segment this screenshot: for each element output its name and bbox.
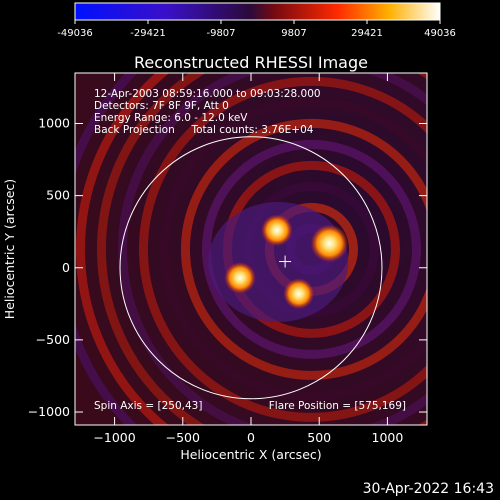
flare-sources: [224, 214, 349, 310]
x-tick-label: 0: [247, 430, 255, 445]
colorbar-tick-label: -9807: [206, 28, 235, 39]
colorbar: [74, 2, 441, 21]
footer-timestamp: 30-Apr-2022 16:43: [363, 481, 494, 497]
y-tick-label: −1000: [28, 404, 70, 419]
info-line-time: 12-Apr-2003 08:59:16.000 to 09:03:28.000: [94, 88, 321, 100]
fringe-ring: [159, 97, 427, 401]
y-tick-label: 500: [46, 188, 70, 203]
fringe-ring: [97, 73, 427, 425]
flare-source: [283, 278, 315, 310]
fringe-ring: [180, 118, 427, 380]
x-tick-label: 1000: [372, 430, 404, 445]
fringe-ring: [139, 76, 427, 422]
colorbar-tick-label: 9807: [281, 28, 306, 39]
image-plot-area: [75, 73, 427, 425]
y-tick-label: −500: [36, 332, 70, 347]
flare-source: [310, 224, 349, 263]
colorbar-tick-label: -49036: [57, 28, 92, 39]
fringe-ring: [76, 73, 170, 425]
x-axis-label: Heliocentric X (arcsec): [180, 447, 321, 462]
colorbar-tick-label: 29421: [351, 28, 383, 39]
fringe-ring: [201, 139, 421, 359]
x-tick-label: 500: [307, 430, 331, 445]
flare-source: [224, 261, 256, 294]
flare-position-marker: [279, 255, 292, 268]
flare-source: [261, 214, 293, 247]
x-tick-label: −500: [166, 430, 200, 445]
colorbar-tick-label: -29421: [130, 28, 165, 39]
info-line-detectors: Detectors: 7F 8F 9F, Att 0: [94, 100, 229, 112]
colorbar-tick-label: 49036: [424, 28, 456, 39]
fringe-ring: [118, 73, 427, 425]
solar-limb-circle: [119, 136, 383, 400]
x-tick-label: −1000: [93, 430, 135, 445]
colorbar-tick-labels: -49036 -29421 -9807 9807 29421 49036: [57, 20, 456, 39]
flare-position-label: Flare Position = [575,169]: [269, 400, 406, 412]
y-axis-label: Heliocentric Y (arcsec): [2, 179, 17, 319]
info-line-method-counts: Back Projection Total counts: 3.76E+04: [94, 124, 314, 136]
axis-ticks: −1000 −500 0 500 1000 −1000 −500 0 500 1000: [28, 73, 427, 445]
fringe-pattern: [75, 73, 427, 425]
spin-axis-label: Spin Axis = [250,43]: [94, 400, 202, 412]
y-tick-label: 1000: [38, 115, 70, 130]
y-tick-label: 0: [62, 260, 70, 275]
info-line-energy: Energy Range: 6.0 - 12.0 keV: [94, 112, 248, 124]
chart-title: Reconstructed RHESSI Image: [134, 53, 368, 72]
